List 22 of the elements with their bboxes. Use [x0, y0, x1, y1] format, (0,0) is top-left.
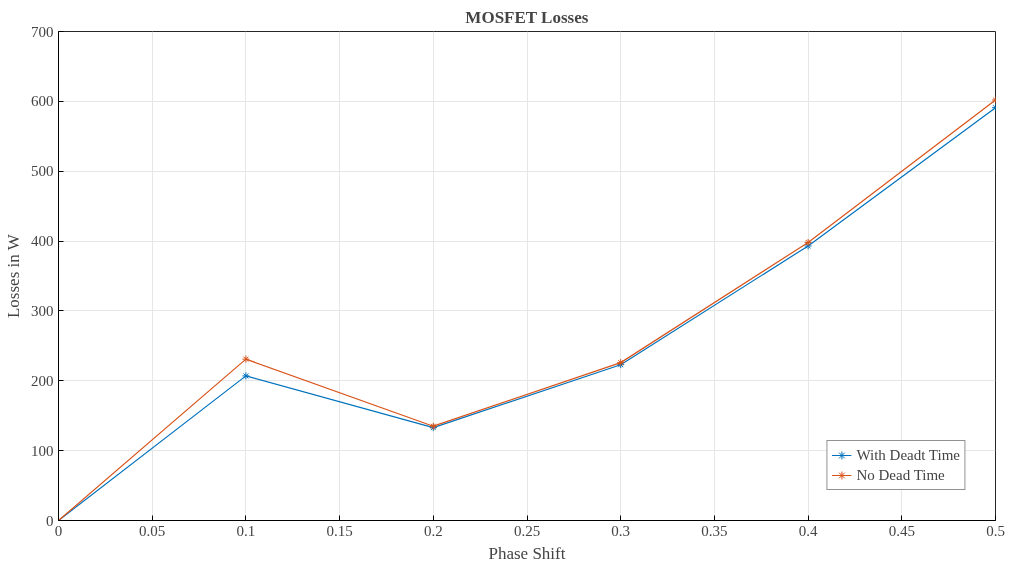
x-tick-label: 0.25: [513, 522, 541, 539]
legend-label: With Deadt Time: [856, 445, 960, 465]
y-tick-label: 100: [31, 442, 54, 459]
x-tick-label: 0.2: [423, 522, 443, 539]
x-axis-title: Phase Shift: [488, 543, 566, 563]
y-axis-title: Losses in W: [4, 233, 23, 319]
x-tick-label: 0.45: [888, 522, 915, 539]
y-tick-label: 700: [31, 23, 54, 40]
y-tick-label: 300: [31, 302, 54, 319]
y-tick-label: 600: [31, 93, 54, 110]
y-tick-label: 200: [31, 372, 54, 389]
x-tick-label: 0.15: [326, 522, 353, 539]
x-tick-label: 0.05: [139, 522, 166, 539]
chart-title: MOSFET Losses: [465, 7, 589, 27]
x-tick-label: 0.35: [701, 522, 728, 539]
y-tick-label: 500: [31, 163, 54, 180]
x-tick-label: 0.3: [611, 522, 631, 539]
x-tick-label: 0.1: [236, 522, 256, 539]
legend-label: No Dead Time: [856, 465, 945, 485]
x-tick-label: 0.4: [798, 522, 818, 539]
x-tick-label: 0.5: [986, 522, 1005, 539]
y-tick-label: 400: [31, 233, 54, 250]
